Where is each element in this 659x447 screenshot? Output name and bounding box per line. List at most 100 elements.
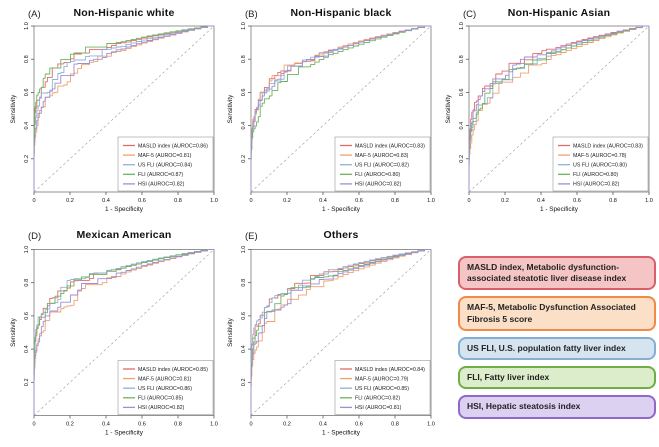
x-axis-label: 1 - Specificity [322,206,361,213]
x-tick-label: 0.8 [174,198,182,204]
legend-entry-label: HSI (AUROC=0.82) [573,182,620,188]
panel-label: (A) [28,9,41,20]
x-tick-label: 0.6 [355,422,363,428]
x-tick-label: 0.2 [66,198,74,204]
roc-panel-b: (B) Non-Hispanic black 0 0.2 0.4 0.6 0.8 1.0 0… [223,2,437,220]
legend-entry-label: HSI (AUROC=0.82) [138,182,185,188]
roc-curve-fli [33,249,214,416]
y-axis-label: Sensitivity [227,94,234,124]
roc-panel-a: (A) Non-Hispanic white 0 0.2 0.4 0.6 0.8 1.0 0… [6,2,220,220]
y-tick-label: 0.8 [459,55,465,63]
roc-curve-hsi [33,25,214,192]
panel-title: Mexican American [76,229,172,241]
x-tick-label: 1.0 [210,198,218,204]
roc-plot-a: 0 0.2 0.4 0.6 0.8 1.0 0.2 0.4 0.6 0.8 1.0 1 - Speci… [10,22,218,213]
legend-entry-label: US FLI (AUROC=0.80) [573,163,627,169]
y-tick-label: 0.4 [24,345,30,353]
legend-entry-label: MASLD index (AUROC=0.83) [573,143,643,149]
diagonal-reference-line [33,249,215,416]
y-axis-label: Sensitivity [445,94,452,124]
y-tick-label: 0.4 [241,122,247,130]
x-tick-label: 0.8 [174,422,182,428]
roc-panel-e: (E) Others 0 0.2 0.4 0.6 0.8 1.0 0.2 0.4 0.6 0.8 1… [223,224,437,445]
x-tick-label: 0.2 [283,198,291,204]
roc-plot-e: 0 0.2 0.4 0.6 0.8 1.0 0.2 0.4 0.6 0.8 1.0 1 - Speci… [227,246,435,437]
y-tick-label: 0.8 [241,279,247,287]
roc-curve-us-fli [33,249,214,416]
roc-plot-d: 0 0.2 0.4 0.6 0.8 1.0 0.2 0.4 0.6 0.8 1.0 1 - Speci… [10,246,218,437]
y-tick-label: 1.0 [459,22,465,30]
roc-curve-hsi [468,25,649,192]
y-tick-label: 0.8 [24,279,30,287]
x-tick-label: 0.4 [319,422,327,428]
roc-curve-maf-5 [250,249,431,416]
x-tick-label: 0.6 [355,198,363,204]
y-tick-label: 0.4 [24,122,30,130]
y-tick-label: 0.2 [24,155,30,163]
plot-box [33,25,215,193]
x-tick-label: 0.4 [102,422,110,428]
legend-entry-label: FLI (AUROC=0.87) [138,172,183,178]
legend-entry-label: HSI (AUROC=0.81) [355,405,402,411]
x-tick-label: 0.6 [138,422,146,428]
roc-panel-d: (D) Mexican American 0 0.2 0.4 0.6 0.8 1.0 0.2… [6,224,220,445]
x-tick-label: 1.0 [645,198,653,204]
legend-entry-label: FLI (AUROC=0.85) [138,396,183,402]
x-tick-label: 0.8 [391,198,399,204]
x-tick-label: 0.2 [283,422,291,428]
x-tick-label: 0 [249,422,252,428]
x-axis-label: 1 - Specificity [322,430,361,437]
panel-title: Non-Hispanic black [290,7,392,19]
x-tick-label: 0.4 [319,198,327,204]
panel-label: (D) [28,231,42,242]
diagonal-reference-line [250,25,432,193]
x-axis-label: 1 - Specificity [105,430,144,437]
legend-entry-label: MAF-5 (AUROC=0.78) [573,153,627,159]
roc-curve-hsi [33,249,214,416]
x-tick-label: 0.8 [609,198,617,204]
x-tick-label: 1.0 [210,422,218,428]
legend-entry-label: MASLD index (AUROC=0.86) [138,143,208,149]
x-tick-label: 0.2 [501,198,509,204]
y-tick-label: 0.6 [241,312,247,320]
y-tick-label: 0.2 [241,155,247,163]
y-tick-label: 0.4 [241,345,247,353]
x-tick-label: 0.4 [537,198,545,204]
x-axis-label: 1 - Specificity [540,206,579,213]
y-tick-label: 0.6 [241,89,247,97]
y-tick-label: 0.6 [24,89,30,97]
panel-title: Others [323,229,359,241]
legend-entry-label: HSI (AUROC=0.82) [355,182,402,188]
legend-entry-label: FLI (AUROC=0.82) [355,396,400,402]
panel-label: (B) [245,9,258,20]
diagonal-reference-line [250,249,432,416]
y-tick-label: 1.0 [24,246,30,254]
y-tick-label: 1.0 [241,22,247,30]
roc-curve-us-fli [250,249,431,416]
plot-box [468,25,650,193]
legend-entry-label: US FLI (AUROC=0.84) [138,163,192,169]
roc-curve-fli [468,25,649,192]
roc-panel-c: (C) Non-Hispanic Asian 0 0.2 0.4 0.6 0.8 1.0 0… [441,2,655,220]
legend-entry-label: US FLI (AUROC=0.82) [355,163,409,169]
x-tick-label: 0.4 [102,198,110,204]
plot-box [250,25,432,193]
x-tick-label: 0.8 [391,422,399,428]
panel-label: (E) [245,231,258,242]
y-tick-label: 0.8 [241,55,247,63]
abbr-box-fli: FLI, Fatty liver index [458,366,656,390]
x-axis-label: 1 - Specificity [105,206,144,213]
abbr-box-usfli: US FLI, U.S. population fatty liver inde… [458,336,656,361]
abbr-box-maf5: MAF-5, Metabolic Dysfunction Associated … [458,296,656,331]
y-tick-label: 0.8 [24,55,30,63]
abbr-box-masld: MASLD index, Metabolic dysfunction-assoc… [458,256,656,291]
legend-entry-label: MASLD index (AUROC=0.83) [355,143,425,149]
roc-curve-fli [250,25,431,192]
legend-entry-label: HSI (AUROC=0.82) [138,405,185,411]
roc-plot-b: 0 0.2 0.4 0.6 0.8 1.0 0.2 0.4 0.6 0.8 1.0 1 - Speci… [227,22,435,213]
y-axis-label: Sensitivity [227,317,234,347]
diagonal-reference-line [33,25,215,193]
panel-title: Non-Hispanic Asian [507,7,611,19]
y-tick-label: 0.2 [241,378,247,386]
